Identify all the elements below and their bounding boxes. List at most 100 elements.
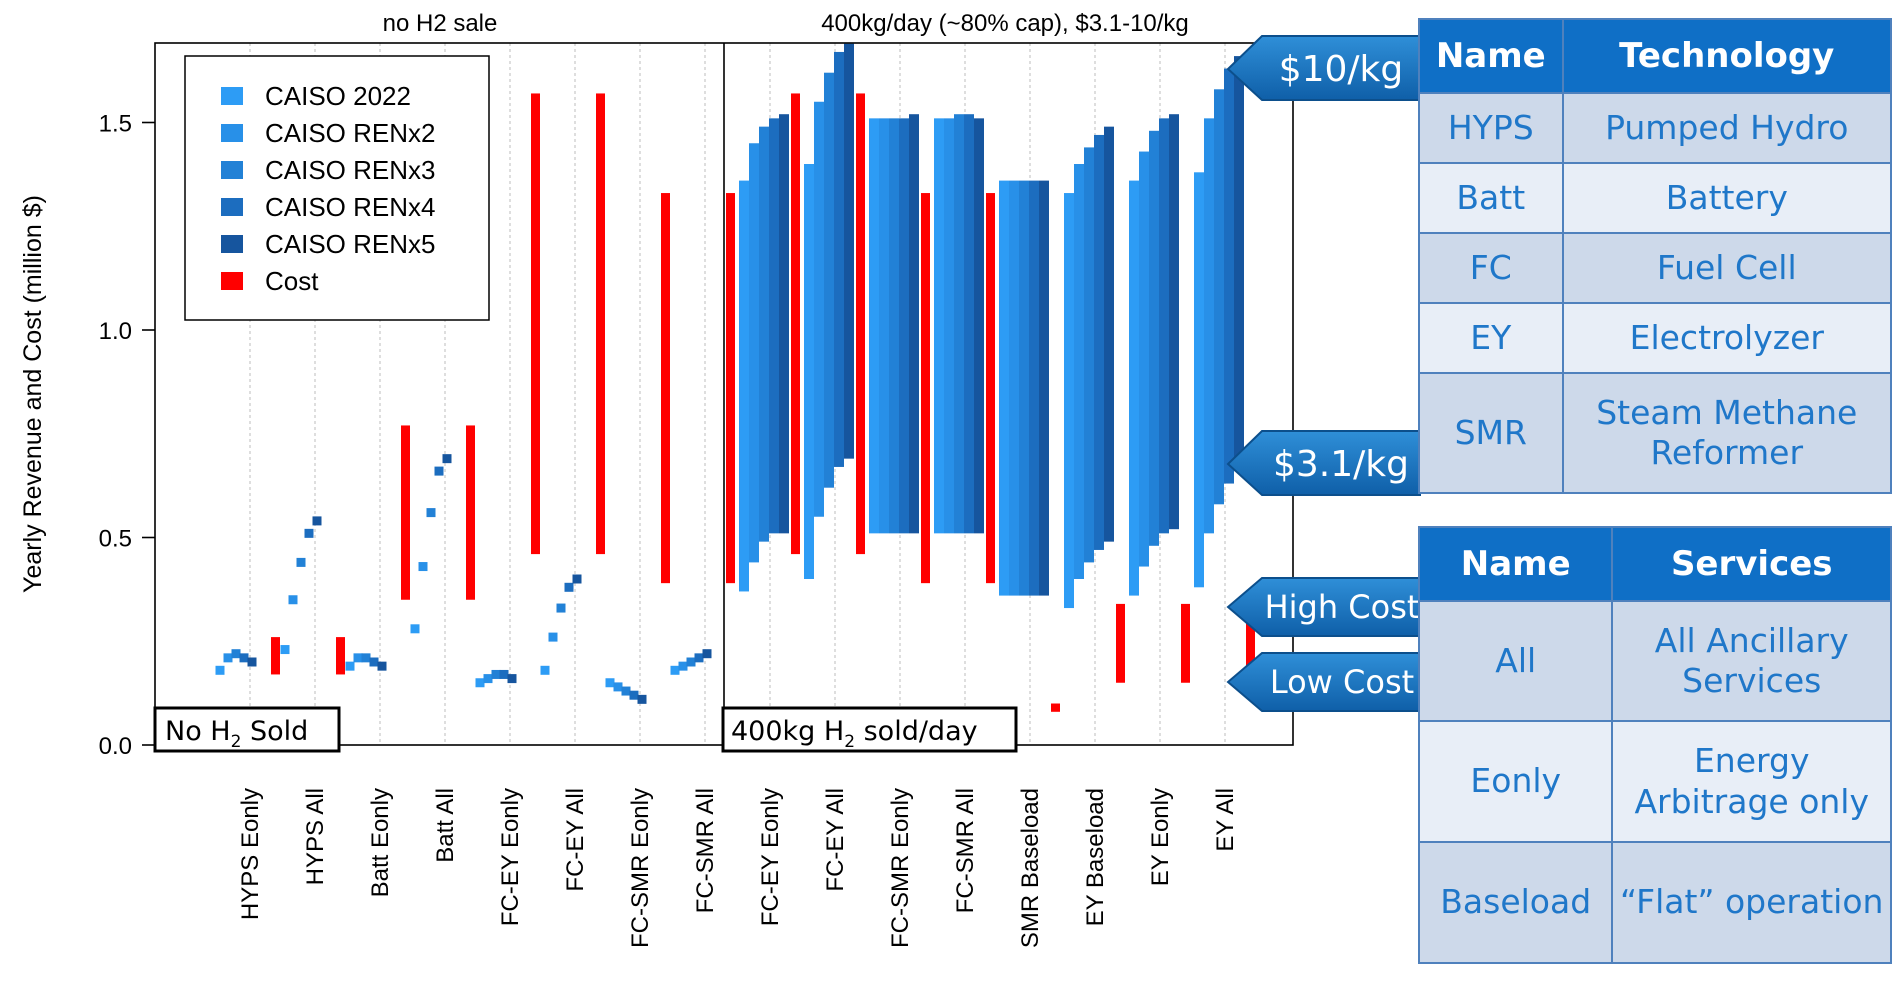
revenue-point (548, 632, 558, 642)
service-description-cell: Energy Arbitrage only (1611, 720, 1892, 843)
revenue-point (670, 665, 680, 675)
x-category-label: FC-SMR Eonly (887, 788, 914, 948)
callout-3-1-per-kg: $3.1/kg (1226, 430, 1421, 496)
revenue-range-bar (824, 72, 834, 488)
revenue-range-bar (844, 43, 854, 459)
x-category-label: FC-EY All (562, 788, 589, 892)
x-category-label: HYPS All (302, 788, 329, 885)
tech-name-cell: EY (1418, 302, 1564, 374)
revenue-point (442, 454, 452, 464)
legend-label: CAISO RENx3 (265, 155, 436, 185)
cost-bar (1246, 603, 1255, 683)
revenue-range-bar (964, 114, 974, 534)
svg-text:High Cost: High Cost (1265, 588, 1420, 626)
x-category-label: FC-SMR All (692, 788, 719, 913)
revenue-point (637, 694, 647, 704)
cost-bar (466, 425, 475, 600)
revenue-point (572, 574, 582, 584)
revenue-range-bar (1039, 180, 1049, 596)
revenue-range-bar (834, 51, 844, 467)
x-category-label: FC-SMR All (952, 788, 979, 913)
legend-label: CAISO RENx4 (265, 192, 436, 222)
revenue-point (605, 678, 615, 688)
cost-bar (531, 93, 540, 555)
technology-table: Name Technology HYPS Pumped Hydro Batt B… (1418, 18, 1892, 494)
x-axis-labels: HYPS Eonly HYPS All Batt Eonly Batt All FC-E… (237, 788, 1239, 948)
x-category-label: FC-EY Eonly (497, 788, 524, 926)
revenue-point (231, 649, 241, 659)
service-name-cell: Eonly (1417, 720, 1614, 843)
revenue-point (410, 624, 420, 634)
x-category-label: Batt Eonly (367, 788, 394, 897)
x-category-label: SMR Baseload (1017, 788, 1044, 948)
tech-name-cell: SMR (1418, 372, 1564, 494)
cost-bar (986, 193, 995, 584)
service-name-cell: Baseload (1417, 841, 1614, 964)
revenue-point (304, 528, 314, 538)
revenue-point (247, 657, 257, 667)
legend-swatch (221, 235, 243, 253)
legend-label: CAISO RENx2 (265, 118, 436, 148)
revenue-point (629, 690, 639, 700)
service-description-cell: “Flat” operation (1611, 841, 1892, 964)
revenue-range-bar (879, 118, 889, 534)
revenue-point (613, 682, 623, 692)
x-category-label: EY All (1212, 788, 1239, 852)
revenue-point (702, 649, 712, 659)
revenue-point (694, 653, 704, 663)
x-category-label: EY Baseload (1082, 788, 1109, 926)
revenue-point (239, 653, 249, 663)
revenue-range-bar (944, 118, 954, 534)
revenue-range-bar (909, 114, 919, 534)
callout-low-cost: Low Cost (1226, 652, 1426, 712)
services-table-header-services: Services (1611, 526, 1892, 602)
revenue-range-bar (954, 114, 964, 534)
legend-label: Cost (265, 266, 319, 296)
revenue-range-bar (769, 118, 779, 534)
revenue-point (312, 516, 322, 526)
revenue-point (507, 674, 517, 684)
revenue-range-bar (1064, 193, 1074, 609)
revenue-range-bar (1169, 114, 1179, 530)
revenue-point (418, 562, 428, 572)
y-tick-label: 0.5 (99, 526, 132, 553)
revenue-point (369, 657, 379, 667)
panel-title-left: no H2 sale (383, 10, 498, 37)
revenue-range-bar (1149, 130, 1159, 546)
tech-table-header-technology: Technology (1561, 18, 1892, 94)
cost-bar (726, 193, 735, 584)
cost-bar (271, 637, 280, 675)
revenue-range-bar (814, 101, 824, 517)
tech-description-cell: Steam Methane Reformer (1561, 372, 1892, 494)
revenue-range-bar (759, 126, 769, 542)
svg-text:$10/kg: $10/kg (1279, 49, 1404, 90)
revenue-point (280, 645, 290, 655)
x-category-label: HYPS Eonly (237, 788, 264, 920)
tech-description-cell: Pumped Hydro (1561, 92, 1892, 164)
revenue-point (361, 653, 371, 663)
revenue-range-bar (739, 180, 749, 592)
revenue-range-bar (1139, 151, 1149, 567)
revenue-range-bar (899, 118, 909, 534)
revenue-range-bar (934, 118, 944, 534)
cost-bar (1116, 603, 1125, 683)
revenue-point (564, 582, 574, 592)
legend-swatch (221, 124, 243, 142)
service-name-cell: All (1417, 600, 1614, 722)
revenue-range-bar (1194, 172, 1204, 588)
y-axis-label: Yearly Revenue and Cost (million $) (19, 195, 47, 593)
callout-high-cost: High Cost (1226, 577, 1426, 637)
revenue-range-bar (869, 118, 879, 534)
revenue-range-bar (999, 180, 1009, 596)
cost-bar (401, 425, 410, 600)
revenue-point (377, 661, 387, 671)
legend-label: CAISO 2022 (265, 81, 411, 111)
legend-swatch (221, 272, 243, 290)
revenue-range-bar (1234, 56, 1244, 472)
revenue-range-bar (1084, 147, 1094, 563)
revenue-range-bar (1019, 180, 1029, 596)
revenue-point (678, 661, 688, 671)
revenue-range-bar (1074, 164, 1084, 579)
y-tick-label: 1.5 (99, 111, 132, 138)
legend-swatch (221, 87, 243, 105)
